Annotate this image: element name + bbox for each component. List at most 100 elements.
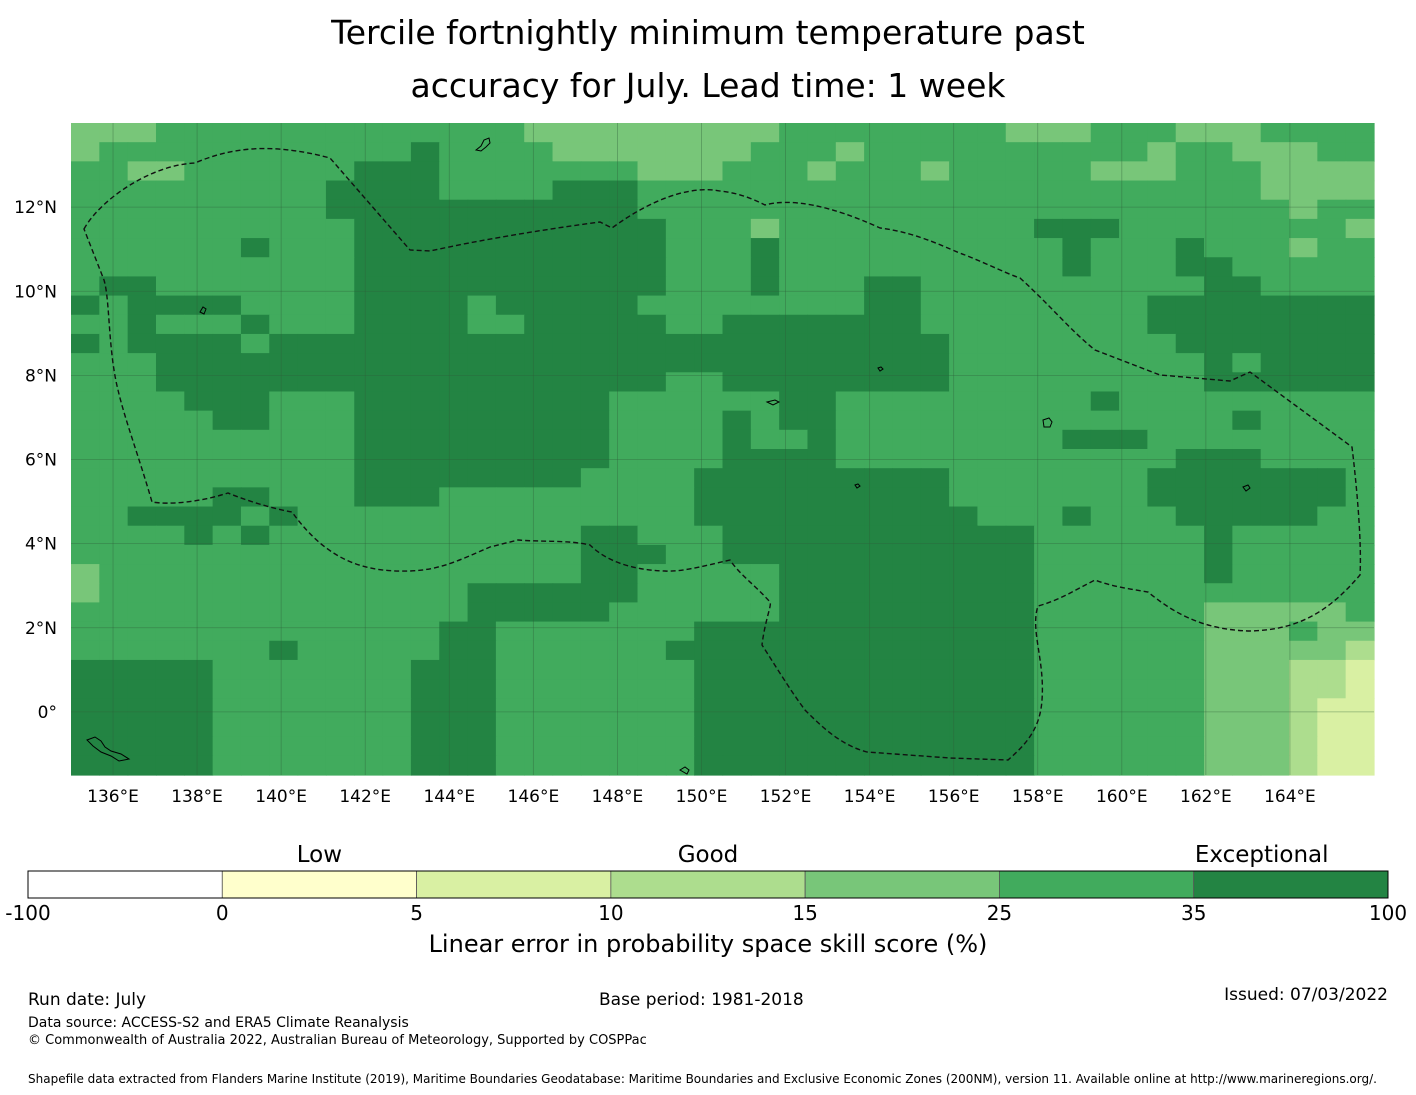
grid-cell [892, 698, 922, 719]
grid-cell [1147, 621, 1177, 642]
grid-cell [382, 199, 412, 220]
grid-cell [269, 717, 299, 738]
grid-cell [71, 333, 100, 354]
grid-cell [1204, 199, 1233, 220]
grid-cell [467, 621, 497, 642]
grid-cell [155, 391, 185, 412]
grid-cell [637, 410, 667, 431]
grid-cell [184, 295, 214, 316]
grid-cell [127, 391, 157, 412]
grid-cell [1034, 602, 1064, 623]
grid-cell [779, 314, 809, 335]
grid-cell [354, 698, 384, 719]
latitude-label: 12°N [14, 198, 57, 218]
grid-cell [1147, 372, 1177, 393]
grid-cell [892, 295, 922, 316]
title-line-1: Tercile fortnightly minimum temperature … [331, 13, 1085, 52]
grid-cell [325, 410, 355, 431]
longitude-label: 150°E [676, 787, 728, 807]
grid-cell [325, 468, 355, 488]
grid-cell [1289, 525, 1318, 546]
grid-cell [467, 257, 497, 278]
grid-cell [864, 640, 894, 661]
grid-cell [835, 142, 865, 162]
grid-cell [920, 621, 950, 642]
grid-cell [665, 218, 695, 239]
grid-cell [1090, 525, 1120, 546]
grid-cell [665, 755, 695, 776]
grid-cell [495, 295, 525, 316]
grid-cell [892, 353, 922, 373]
grid-cell [665, 736, 695, 757]
grid-cell [354, 123, 384, 143]
grid-cell [722, 123, 752, 143]
grid-cell [1232, 391, 1262, 412]
grid-cell [127, 257, 157, 278]
grid-cell [1232, 640, 1262, 661]
grid-cell [637, 698, 667, 719]
grid-cell [665, 621, 695, 642]
grid-cell [552, 333, 582, 354]
grid-cell [1317, 449, 1347, 469]
grid-cell [665, 449, 695, 469]
grid-cell [1090, 468, 1120, 488]
grid-cell [1317, 468, 1347, 488]
grid-cell [155, 583, 185, 604]
grid-cell [410, 295, 440, 316]
grid-cell [524, 314, 554, 335]
grid-cell [1232, 218, 1262, 239]
grid-cell [1260, 564, 1290, 584]
grid-cell [184, 468, 214, 488]
grid-cell [1204, 544, 1233, 565]
grid-cell [920, 276, 950, 297]
grid-cell [269, 525, 299, 546]
grid-cell [977, 755, 1007, 776]
grid-cell [552, 161, 582, 182]
grid-cell [722, 583, 752, 604]
grid-cell [382, 353, 412, 373]
grid-cell [835, 736, 865, 757]
grid-cell [382, 295, 412, 316]
grid-cell [552, 487, 582, 508]
grid-cell [750, 295, 780, 316]
grid-cell [71, 449, 100, 469]
grid-cell [1175, 429, 1205, 450]
grid-cell [949, 544, 979, 565]
grid-cell [694, 429, 724, 450]
grid-cell [382, 372, 412, 393]
grid-cell [665, 717, 695, 738]
grid-cell [722, 314, 752, 335]
grid-cell [779, 199, 809, 220]
grid-cell [609, 199, 639, 220]
grid-cell [1232, 583, 1262, 604]
grid-cell [1147, 333, 1177, 354]
grid-cell [297, 679, 327, 699]
grid-cell [439, 372, 469, 393]
latitude-label: 2°N [25, 619, 57, 639]
grid-cell [269, 353, 299, 373]
grid-cell [665, 295, 695, 316]
grid-cell [71, 353, 100, 373]
grid-cell [184, 123, 214, 143]
grid-cell [1062, 525, 1092, 546]
grid-cell [920, 410, 950, 431]
grid-cell [1317, 410, 1347, 431]
grid-cell [552, 257, 582, 278]
grid-cell [240, 602, 270, 623]
grid-cell [1005, 564, 1035, 584]
grid-cell [609, 468, 639, 488]
grid-cell [524, 295, 554, 316]
grid-cell [977, 218, 1007, 239]
grid-cell [495, 199, 525, 220]
grid-cell [864, 698, 894, 719]
grid-cell [609, 123, 639, 143]
grid-cell [212, 238, 242, 258]
grid-cell [949, 257, 979, 278]
grid-cell [382, 410, 412, 431]
grid-cell [325, 583, 355, 604]
grid-cell [240, 659, 270, 680]
grid-cell [495, 679, 525, 699]
grid-cell [1005, 449, 1035, 469]
grid-cell [467, 487, 497, 508]
grid-cell [1005, 333, 1035, 354]
